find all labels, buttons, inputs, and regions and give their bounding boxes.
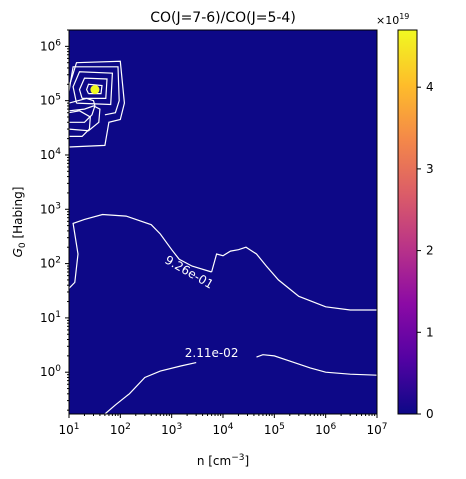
contour-line-12 [69, 110, 91, 137]
contour-line-11 [69, 60, 126, 148]
colorbar-tick-label: 3 [426, 162, 434, 176]
x-axis-label: n [cm−3] [197, 453, 249, 468]
colorbar-ticks: 0 1 2 3 4 [417, 80, 434, 421]
contour-line-10 [69, 66, 120, 116]
y-tick-label: 105 [40, 93, 61, 108]
y-tick-label: 100 [40, 364, 61, 379]
x-tick-label: 107 [366, 422, 387, 437]
colorbar-tick-label: 2 [426, 244, 434, 258]
colorbar-tick-label: 1 [426, 325, 434, 339]
contour-line-7 [85, 83, 103, 95]
y-tick-label: 102 [40, 256, 61, 271]
contour-label: 2.11e-02 [185, 346, 239, 360]
x-tick-label: 103 [161, 422, 182, 437]
y-tick-label: 104 [40, 147, 61, 162]
y-axis-ticks: 100 101 102 103 104 105 106 [40, 29, 69, 411]
x-axis-ticks: 101 102 103 104 105 106 107 [58, 414, 388, 437]
contour-line-3 [256, 354, 377, 376]
contour-line-1 [211, 246, 377, 311]
x-tick-label: 104 [212, 422, 233, 437]
y-tick-label: 103 [40, 201, 61, 216]
x-tick-label: 101 [58, 422, 79, 437]
heatmap-background [69, 30, 377, 414]
colorbar-tick-label: 4 [426, 80, 434, 94]
y-tick-label: 106 [40, 38, 61, 53]
colorbar-offset: ×1019 [376, 12, 409, 27]
contour-line-8 [78, 77, 108, 99]
contour-line-0 [69, 213, 212, 289]
colorbar-tick-label: 0 [426, 407, 434, 421]
contour-line-2 [104, 362, 197, 414]
chart-title: CO(J=7-6)/CO(J=5-4) [150, 10, 296, 26]
contour-line-9 [72, 71, 114, 106]
x-tick-label: 102 [110, 422, 131, 437]
y-axis-label: G0 [Habing] [11, 187, 28, 258]
y-tick-label: 101 [40, 310, 61, 325]
peak-point [90, 85, 100, 95]
x-tick-label: 105 [264, 422, 285, 437]
x-tick-label: 106 [315, 422, 336, 437]
colorbar [397, 29, 418, 415]
